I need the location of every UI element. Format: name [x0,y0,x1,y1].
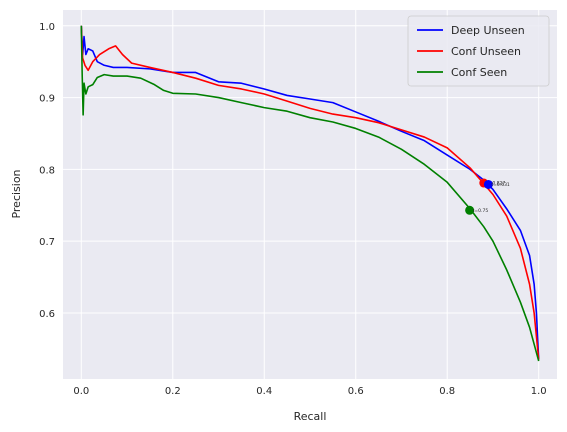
x-tick-label: 0.8 [439,386,455,397]
y-axis-ticks: 0.6 0.7 0.8 0.9 1.0 [39,22,55,320]
y-tick-label: 0.8 [39,165,55,176]
threshold-label: t=0.827 [487,181,506,187]
y-tick-label: 0.7 [39,237,55,248]
x-tick-label: 1.0 [531,386,547,397]
conf-unseen-curve [80,25,540,360]
y-tick-label: 0.6 [39,309,55,320]
x-tick-label: 0.6 [348,386,364,397]
legend-label-conf-unseen: Conf Unseen [451,45,521,58]
threshold-marker [483,179,493,189]
legend-box [407,15,550,87]
legend-label-conf-seen: Conf Seen [451,66,507,79]
curves [80,25,540,362]
deep-unseen-curve [80,25,540,360]
conf-seen-curve [80,25,540,362]
y-axis-label: Precision [10,169,23,218]
x-tick-label: 0.0 [73,386,89,397]
threshold-label: t=0.631 [491,182,510,188]
x-axis-ticks: 0.0 0.2 0.4 0.6 0.8 1.0 [73,386,546,397]
legend-label-deep-unseen: Deep Unseen [451,24,525,37]
y-tick-label: 1.0 [39,22,55,33]
threshold-marker [465,205,475,215]
x-tick-label: 0.2 [165,386,181,397]
legend: Deep Unseen Conf Unseen Conf Seen [407,15,550,87]
x-axis-label: Recall [294,410,327,423]
y-tick-label: 0.9 [39,94,55,105]
threshold-label: t=0.75 [473,208,489,214]
x-tick-label: 0.4 [256,386,272,397]
